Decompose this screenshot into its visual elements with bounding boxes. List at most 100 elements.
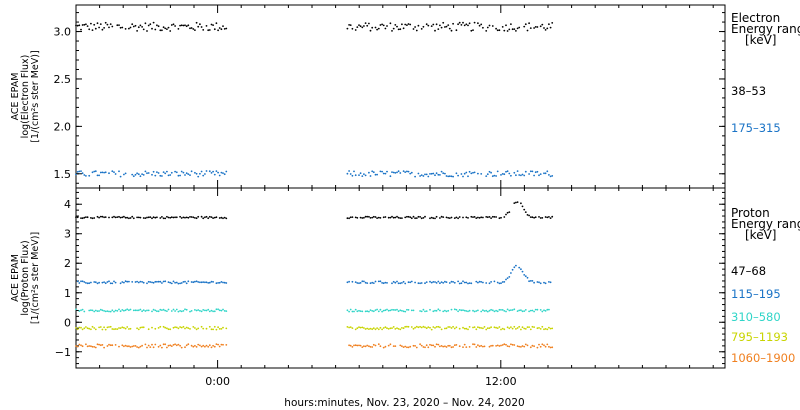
data-point [108, 310, 110, 313]
data-point [529, 27, 532, 29]
data-point [467, 175, 469, 178]
data-point [175, 281, 178, 284]
data-point [134, 309, 137, 312]
data-point [187, 327, 190, 329]
data-point [104, 21, 107, 24]
data-point [500, 216, 502, 219]
data-point [99, 344, 102, 347]
data-point [151, 281, 153, 284]
data-point [363, 25, 365, 27]
data-point [520, 268, 522, 271]
data-point [462, 21, 464, 24]
legend-entry: 1060–1900 [731, 351, 795, 365]
data-point [164, 172, 167, 175]
data-point [404, 216, 407, 219]
data-point [501, 26, 504, 28]
data-point [498, 217, 501, 220]
data-point [538, 216, 540, 218]
data-point [425, 23, 428, 26]
data-point [533, 281, 535, 284]
data-point [472, 216, 474, 219]
data-point [450, 175, 453, 178]
data-point [182, 171, 185, 174]
data-point [180, 170, 183, 173]
data-point [523, 25, 526, 28]
data-point [473, 216, 476, 218]
data-point [134, 173, 137, 176]
data-point [543, 27, 545, 29]
data-point [93, 217, 96, 219]
data-point [113, 171, 115, 174]
data-point [533, 310, 535, 313]
data-point [377, 27, 380, 30]
data-point [488, 345, 491, 348]
y-tick-label: 4 [64, 198, 71, 211]
data-point [81, 328, 84, 331]
data-point [432, 217, 435, 220]
data-point [134, 345, 137, 347]
data-point [382, 282, 385, 285]
data-point [199, 309, 201, 312]
data-point [146, 172, 148, 175]
data-point [189, 27, 191, 30]
data-point [371, 310, 374, 312]
data-point [389, 343, 392, 346]
data-point [490, 171, 492, 174]
data-point [180, 310, 183, 313]
data-point [498, 326, 501, 328]
proton-plot-frame [75, 187, 726, 369]
data-point [91, 217, 94, 220]
data-point [531, 344, 534, 347]
data-point [85, 216, 87, 219]
data-point [139, 280, 142, 283]
data-point [493, 216, 496, 218]
data-point [208, 344, 211, 347]
data-point [483, 310, 486, 312]
data-point [462, 309, 464, 311]
data-point [506, 277, 509, 279]
data-point [508, 309, 511, 312]
data-point [119, 327, 122, 329]
data-point [473, 171, 476, 174]
data-point [170, 171, 173, 174]
data-point [134, 281, 137, 283]
data-point [397, 170, 400, 173]
data-point [137, 309, 140, 312]
data-point [482, 327, 484, 330]
data-point [85, 175, 87, 177]
data-point [369, 217, 372, 219]
data-point [104, 216, 107, 219]
data-point [536, 281, 539, 283]
data-point [346, 281, 349, 284]
data-point [452, 346, 454, 348]
data-point [439, 217, 441, 219]
data-point [528, 173, 530, 175]
data-point [161, 175, 163, 177]
data-point [533, 174, 535, 177]
data-point [179, 344, 182, 347]
data-point [521, 205, 524, 208]
data-point [425, 281, 428, 283]
data-point [399, 328, 402, 331]
data-point [185, 308, 188, 311]
data-point [127, 309, 130, 312]
data-point [414, 326, 416, 329]
data-point [90, 345, 92, 348]
data-point [406, 308, 408, 311]
data-point [142, 281, 145, 284]
data-point [500, 328, 502, 331]
data-point [194, 309, 196, 311]
data-point [106, 23, 109, 26]
data-point [424, 173, 426, 176]
data-point [372, 343, 375, 346]
data-point [179, 174, 182, 177]
data-point [368, 215, 370, 218]
data-point [111, 309, 114, 312]
data-point [149, 23, 152, 26]
data-point [549, 26, 552, 29]
data-point [200, 325, 203, 328]
data-point [524, 23, 527, 26]
data-point [429, 308, 431, 311]
data-point [184, 24, 186, 27]
data-point [477, 309, 479, 312]
